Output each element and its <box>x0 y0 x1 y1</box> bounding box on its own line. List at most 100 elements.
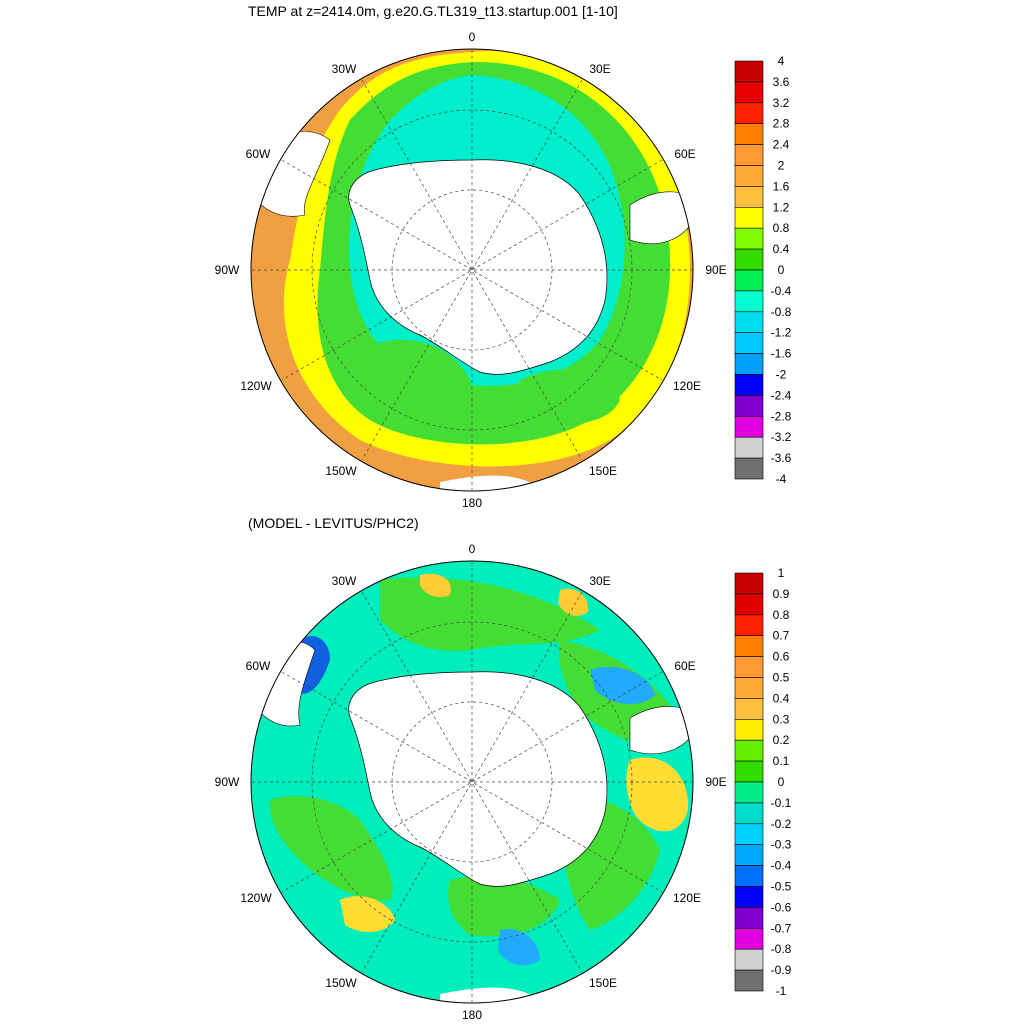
bottom-lon-30w: 30W <box>332 574 357 588</box>
top-lon-150w: 150W <box>325 464 357 478</box>
top-colorbar-swatch <box>734 457 764 480</box>
top-colorbar-swatch <box>734 81 764 104</box>
top-lon-60e: 60E <box>674 147 695 161</box>
bottom-colorbar-swatch <box>734 907 764 929</box>
top-lon-180: 180 <box>462 496 482 510</box>
bottom-colorbar-swatch <box>734 698 764 720</box>
top-colorbar-swatch <box>734 60 764 83</box>
bottom-colorbar: 1 0.9 0.8 0.7 0.6 0.5 0.4 0.3 0.2 0.1 0 -0.1 -0.2 -0.… <box>734 566 792 998</box>
bottom-colorbar-label: -0.6 <box>771 900 792 914</box>
top-colorbar-swatch <box>734 290 764 313</box>
bottom-colorbar-swatch <box>734 614 764 636</box>
top-polar-map <box>250 48 694 492</box>
top-lon-30e: 30E <box>589 62 610 76</box>
top-colorbar-swatch <box>734 332 764 354</box>
top-colorbar-label: -2.4 <box>771 388 792 402</box>
bottom-lon-150w: 150W <box>325 976 357 990</box>
bottom-map-border <box>250 560 694 1004</box>
top-colorbar-swatch <box>734 144 764 166</box>
top-colorbar-label: -0.8 <box>771 305 792 319</box>
bottom-colorbar-label: 0.4 <box>773 691 790 705</box>
top-lon-60w: 60W <box>246 147 271 161</box>
bottom-colorbar-label: 1 <box>778 566 785 580</box>
top-colorbar-label: 1.2 <box>773 200 790 214</box>
bottom-colorbar-label: -0.4 <box>771 859 792 873</box>
top-colorbar-label: -2.8 <box>771 409 792 423</box>
top-lon-90e: 90E <box>705 263 726 277</box>
top-colorbar-label: 2.4 <box>773 138 790 152</box>
bottom-colorbar-label: -0.3 <box>771 838 792 852</box>
bottom-colorbar-swatch <box>734 844 764 866</box>
bottom-lon-30e: 30E <box>589 574 610 588</box>
bottom-colorbar-label: 0.3 <box>773 712 790 726</box>
top-lon-30w: 30W <box>332 62 357 76</box>
bottom-colorbar-swatch <box>734 572 764 595</box>
top-colorbar-label: 3.6 <box>773 75 790 89</box>
top-colorbar-swatch <box>734 102 764 125</box>
bottom-lon-0: 0 <box>469 542 476 556</box>
top-colorbar-swatch <box>734 311 764 333</box>
bottom-lon-90e: 90E <box>705 775 726 789</box>
bottom-colorbar-swatch <box>734 802 764 825</box>
bottom-colorbar-swatch <box>734 927 764 950</box>
bottom-colorbar-swatch <box>734 865 764 887</box>
bottom-lon-150e: 150E <box>589 976 617 990</box>
top-lon-0: 0 <box>469 30 476 44</box>
bottom-colorbar-swatch <box>734 823 764 845</box>
bottom-longitude-labels: 0 30E 60E 90E 120E 150E 180 150W 120W 90… <box>215 542 727 1022</box>
top-antarctica <box>348 159 608 375</box>
top-colorbar-swatch <box>734 165 764 187</box>
top-colorbar-label: -3.2 <box>771 430 792 444</box>
bottom-land-south <box>440 987 535 1003</box>
top-colorbar-swatch <box>734 207 764 229</box>
bottom-map-title: (MODEL - LEVITUS/PHC2) <box>248 515 419 531</box>
bottom-lon-120w: 120W <box>240 891 272 905</box>
top-colorbar-label: 2 <box>778 159 785 173</box>
top-colorbar-swatch <box>734 227 764 250</box>
top-colorbar-swatch <box>734 353 764 375</box>
bottom-colorbar-label: 0 <box>778 775 785 789</box>
bottom-colorbar-swatch <box>734 677 764 699</box>
bottom-colorbar-swatch <box>734 760 764 783</box>
top-longitude-labels: 0 30E 60E 90E 120E 150E 180 150W 120W 90… <box>215 30 727 510</box>
bottom-colorbar-swatch <box>734 969 764 992</box>
bottom-land-east <box>629 706 693 754</box>
top-colorbar-swatch <box>734 186 764 208</box>
top-colorbar-label: 1.6 <box>773 179 790 193</box>
bottom-colorbar-label: 0.6 <box>773 650 790 664</box>
top-colorbar-swatch <box>734 269 764 292</box>
bottom-lon-180: 180 <box>462 1008 482 1022</box>
bottom-colorbar-swatch <box>734 656 764 678</box>
bottom-polar-map <box>250 560 694 1004</box>
bottom-colorbar-label: 0.1 <box>773 754 790 768</box>
bottom-colorbar-swatch <box>734 739 764 762</box>
bottom-colorbar-swatch <box>734 886 764 908</box>
top-colorbar-swatch <box>734 374 764 396</box>
top-colorbar-label: 4 <box>778 54 785 68</box>
bottom-lon-90w: 90W <box>215 775 240 789</box>
bottom-colorbar-label: -0.5 <box>771 880 792 894</box>
top-colorbar-label: 0.8 <box>773 221 790 235</box>
bottom-colorbar-label: -0.9 <box>771 963 792 977</box>
bottom-colorbar-label: -1 <box>776 984 787 998</box>
bottom-colorbar-label: -0.8 <box>771 942 792 956</box>
top-lon-120w: 120W <box>240 379 272 393</box>
bottom-colorbar-label: -0.2 <box>771 817 792 831</box>
top-colorbar-label: 2.8 <box>773 117 790 131</box>
bottom-colorbar-swatch <box>734 948 764 971</box>
top-colorbar-swatch <box>734 395 764 417</box>
bottom-lon-120e: 120E <box>673 891 701 905</box>
bottom-colorbar-label: -0.7 <box>771 921 792 935</box>
bottom-colorbar-label: 0.2 <box>773 733 790 747</box>
bottom-colorbar-swatch <box>734 718 764 741</box>
bottom-colorbar-swatch <box>734 593 764 616</box>
top-land-east <box>629 191 693 244</box>
top-colorbar-swatch <box>734 123 764 145</box>
top-lon-150e: 150E <box>589 464 617 478</box>
top-colorbar-label: 0.4 <box>773 242 790 256</box>
top-colorbar-swatch <box>734 248 764 271</box>
bottom-antarctica <box>348 671 608 887</box>
top-colorbar-label: -1.6 <box>771 347 792 361</box>
top-colorbar-label: 0 <box>778 263 785 277</box>
